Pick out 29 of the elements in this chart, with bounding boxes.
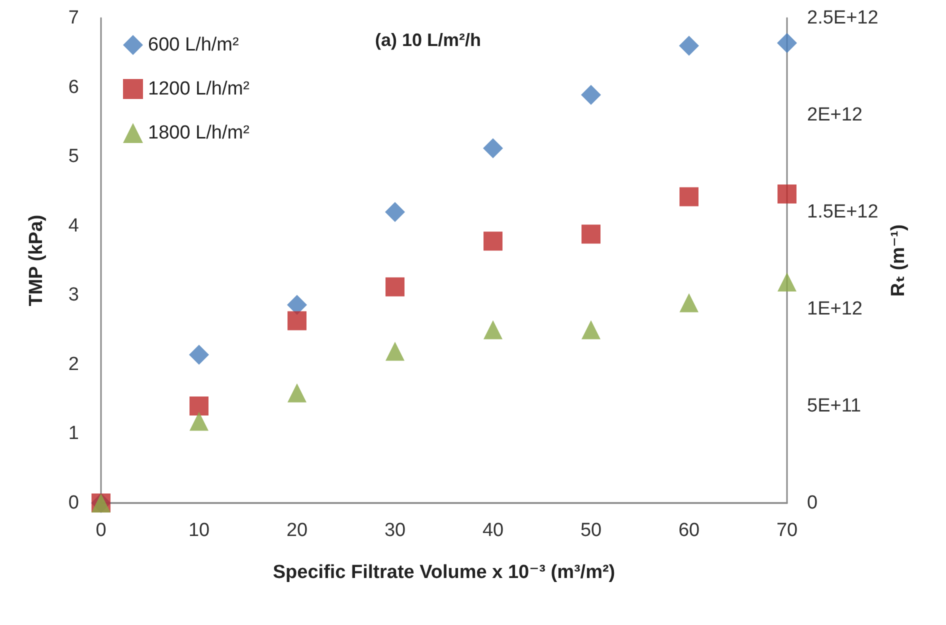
legend-label: 1800 L/h/m² <box>148 122 250 144</box>
y-tick-label: 1 <box>68 423 79 444</box>
x-tick-label: 0 <box>96 520 106 541</box>
y-tick-label: 6 <box>68 76 79 98</box>
y2-tick-label: 2.5E+12 <box>807 8 878 28</box>
y2-tick-label: 1E+12 <box>807 298 862 320</box>
x-tick-label: 10 <box>188 520 210 541</box>
y-tick-label: 2 <box>68 354 79 375</box>
y-tick-label: 5 <box>68 146 79 168</box>
y-tick-label: 7 <box>68 8 79 28</box>
x-tick-label: 70 <box>776 520 798 541</box>
x-tick-label: 30 <box>384 520 406 541</box>
y2-axis-title: Rₜ (m⁻¹) <box>888 224 910 297</box>
y-tick-label: 4 <box>68 215 80 236</box>
y-tick-label: 0 <box>68 492 79 514</box>
y-axis-title: TMP (kPa) <box>26 214 47 306</box>
x-tick-label: 20 <box>286 520 308 541</box>
y-tick-label: 3 <box>68 284 79 306</box>
legend-label: 1200 L/h/m² <box>148 78 250 100</box>
y2-tick-label: 2E+12 <box>807 104 862 126</box>
y2-tick-label: 1.5E+12 <box>807 202 878 222</box>
x-tick-label: 40 <box>482 520 504 541</box>
legend-label: 600 L/h/m² <box>148 34 239 56</box>
text: (a) 10 L/m²/h <box>375 30 482 50</box>
y2-tick-label: 5E+11 <box>807 396 862 416</box>
x-tick-label: 50 <box>580 520 602 541</box>
x-tick-label: 60 <box>678 520 700 541</box>
x-axis-title: Specific Filtrate Volume x 10⁻³ (m³/m²) <box>272 562 616 583</box>
y2-tick-label: 0 <box>807 492 818 514</box>
